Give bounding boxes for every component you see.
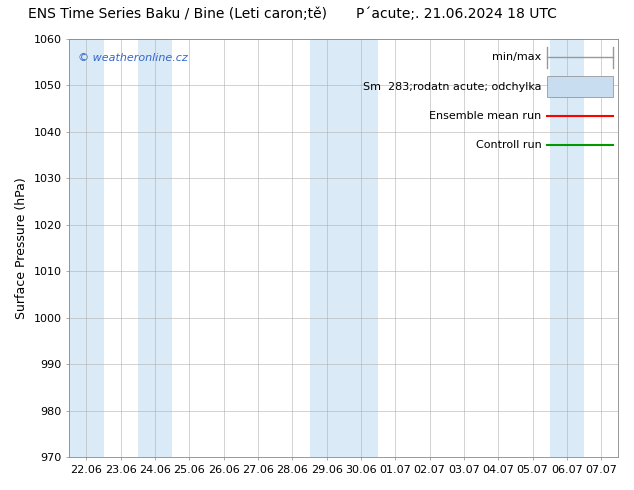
Bar [547,76,613,97]
Text: Controll run: Controll run [476,140,541,150]
Text: © weatheronline.cz: © weatheronline.cz [77,53,187,63]
Bar [138,39,172,457]
Bar [550,39,584,457]
Text: ENS Time Series Baku / Bine (Leti caron;tě): ENS Time Series Baku / Bine (Leti caron;… [28,7,327,22]
Bar [309,39,344,457]
Bar [344,39,378,457]
Bar [69,39,103,457]
Text: Sm  283;rodatn acute; odchylka: Sm 283;rodatn acute; odchylka [363,82,541,92]
Text: min/max: min/max [492,52,541,62]
Text: P´acute;. 21.06.2024 18 UTC: P´acute;. 21.06.2024 18 UTC [356,7,557,22]
Text: Ensemble mean run: Ensemble mean run [429,111,541,121]
Y-axis label: Surface Pressure (hPa): Surface Pressure (hPa) [15,177,28,319]
